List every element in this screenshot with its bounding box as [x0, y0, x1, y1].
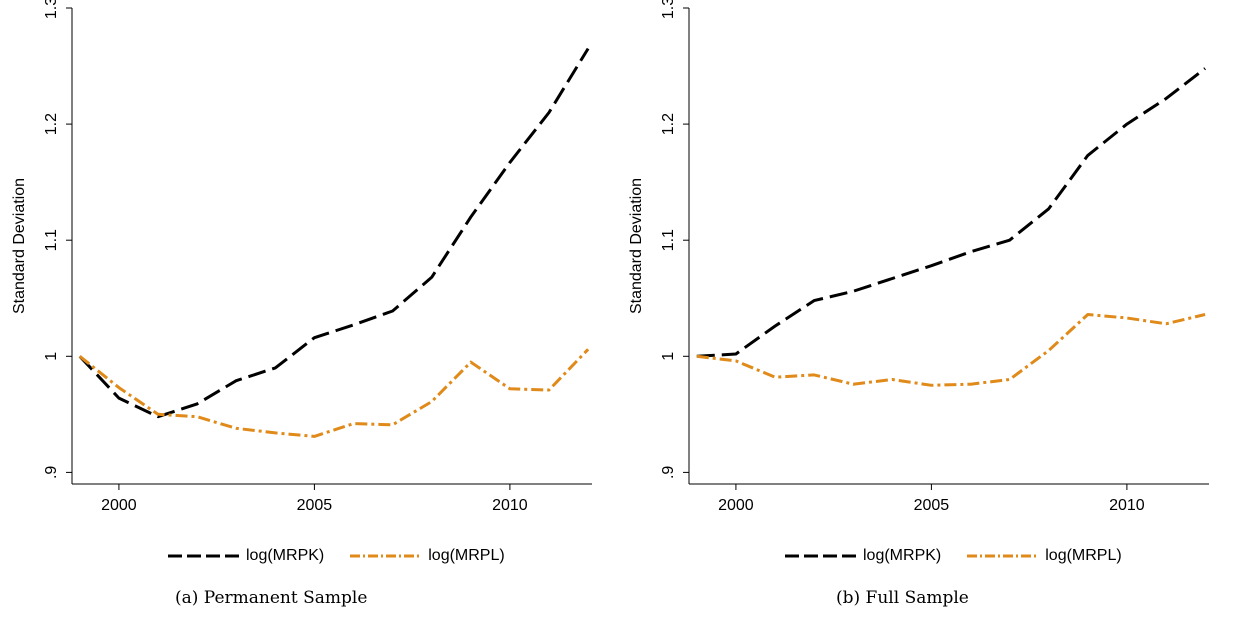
legend-label: log(MRPK) [863, 547, 942, 564]
x-tick-label: 2000 [101, 497, 137, 514]
figure-caption: (b) Full Sample [836, 588, 969, 608]
series-line-logmrpl [78, 348, 590, 438]
legend-swatch-dashed-black [168, 554, 240, 558]
legend-item-mrpk: log(MRPK) [785, 547, 941, 565]
series-line-logmrpk [78, 47, 590, 419]
series-line-logmrpk [696, 67, 1207, 358]
y-tick-label: 1.1 [660, 229, 677, 251]
y-tick-label: 1.2 [660, 113, 677, 135]
x-tick-label: 2000 [718, 497, 754, 514]
x-tick-label: 2005 [914, 497, 950, 514]
legend-label: log(MRPL) [428, 547, 505, 564]
chart-panel-permanent-sample: .9 1 1.1 1.2 1.3 2000 2005 2010 Standard Deviati… [0, 0, 600, 635]
y-tick-label: 1.2 [43, 113, 60, 135]
y-tick-label: 1 [43, 352, 60, 361]
y-tick-label: 1.1 [43, 229, 60, 251]
y-tick-label: 1 [660, 352, 677, 361]
y-axis-label: Standard Deviation [628, 178, 645, 314]
chart-full-sample: .9 1 1.1 1.2 1.3 2000 2005 2010 Standard Deviati… [628, 0, 1209, 514]
legend-swatch-dashdot-orange [350, 554, 423, 558]
legend-label: log(MRPK) [246, 547, 325, 564]
y-tick-label: .9 [43, 466, 60, 479]
legend-label: log(MRPL) [1045, 547, 1122, 564]
y-tick-label: 1.3 [660, 0, 677, 19]
x-tick-label: 2005 [297, 497, 333, 514]
legend-swatch-dashdot-orange [967, 554, 1040, 558]
legend-item-mrpk: log(MRPK) [168, 547, 324, 565]
series-line-logmrpl [696, 313, 1206, 387]
legend-swatch-dashed-black [785, 554, 857, 558]
legend-item-mrpl: log(MRPL) [350, 547, 505, 565]
legend: log(MRPK) log(MRPL) [168, 545, 531, 567]
x-tick-label: 2010 [492, 497, 528, 514]
legend-item-mrpl: log(MRPL) [967, 547, 1122, 565]
legend: log(MRPK) log(MRPL) [785, 545, 1148, 567]
y-tick-label: 1.3 [43, 0, 60, 19]
y-tick-label: .9 [660, 466, 677, 479]
x-tick-label: 2010 [1109, 497, 1145, 514]
chart-panel-full-sample: .9 1 1.1 1.2 1.3 2000 2005 2010 Standard Deviati… [617, 0, 1217, 635]
y-axis-label: Standard Deviation [11, 178, 28, 314]
chart-permanent-sample: .9 1 1.1 1.2 1.3 2000 2005 2010 Standard Deviati… [11, 0, 592, 514]
figure-caption: (a) Permanent Sample [175, 588, 368, 608]
